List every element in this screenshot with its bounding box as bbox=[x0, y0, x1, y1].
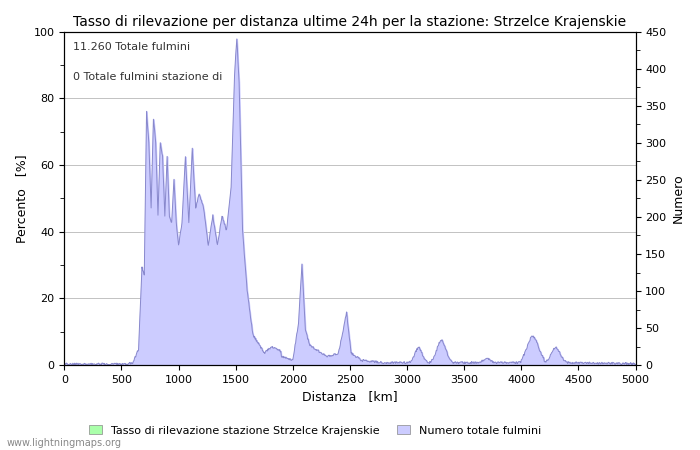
Text: 0 Totale fulmini stazione di: 0 Totale fulmini stazione di bbox=[73, 72, 222, 81]
Legend: Tasso di rilevazione stazione Strzelce Krajenskie, Numero totale fulmini: Tasso di rilevazione stazione Strzelce K… bbox=[85, 421, 545, 440]
Title: Tasso di rilevazione per distanza ultime 24h per la stazione: Strzelce Krajenski: Tasso di rilevazione per distanza ultime… bbox=[74, 15, 626, 29]
X-axis label: Distanza   [km]: Distanza [km] bbox=[302, 391, 398, 404]
Text: www.lightningmaps.org: www.lightningmaps.org bbox=[7, 438, 122, 448]
Y-axis label: Percento   [%]: Percento [%] bbox=[15, 154, 28, 243]
Text: 11.260 Totale fulmini: 11.260 Totale fulmini bbox=[73, 41, 190, 52]
Y-axis label: Numero: Numero bbox=[672, 174, 685, 223]
